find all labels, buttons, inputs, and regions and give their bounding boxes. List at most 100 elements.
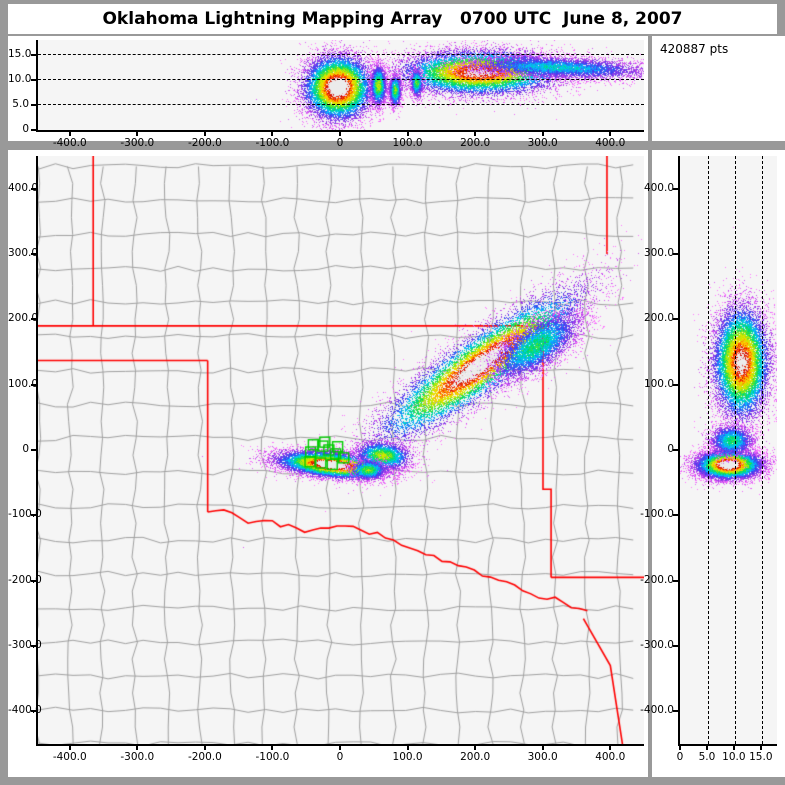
right-ytick-8 bbox=[673, 187, 678, 190]
map-xtick-8 bbox=[609, 745, 612, 750]
map-xtick-3 bbox=[271, 745, 274, 750]
gridline-alt-5 bbox=[707, 156, 709, 744]
map-xtick-7 bbox=[541, 745, 544, 750]
right-ytick-label-1: -300.0 bbox=[640, 639, 674, 651]
map-xtick-label-0: -400.0 bbox=[52, 751, 87, 763]
xtick-label-0: -400.0 bbox=[52, 137, 87, 149]
map-ytick-label-4: 0 bbox=[22, 443, 29, 455]
right-ytick-label-4: 0 bbox=[667, 443, 674, 455]
ytick-2 bbox=[31, 79, 36, 81]
panel-altitude-east-west: 0 5.0 10.0 15.0 -400.0 -300.0 -200.0 -100.0 0 100… bbox=[8, 36, 648, 149]
page-title: Oklahoma Lightning Mapping Array 0700 UT… bbox=[102, 9, 683, 29]
right-ytick-2 bbox=[673, 579, 678, 582]
right-ytick-label-3: -100.0 bbox=[640, 508, 674, 521]
map-ytick-4 bbox=[31, 449, 36, 451]
ytick-label-0: 0 bbox=[22, 123, 29, 135]
ytick-0 bbox=[31, 129, 36, 131]
right-ytick-5 bbox=[673, 383, 678, 386]
map-ytick-label-8: 400.0 bbox=[8, 181, 39, 194]
xtick-4 bbox=[339, 131, 341, 136]
altitude-east-west-plot[interactable] bbox=[36, 40, 644, 132]
map-xtick-label-3: -100.0 bbox=[255, 751, 290, 763]
map-xtick-5 bbox=[406, 745, 409, 750]
right-ytick-label-7: 300.0 bbox=[643, 247, 674, 259]
right-xtick-2 bbox=[732, 745, 735, 750]
map-ytick-label-6: 200.0 bbox=[8, 312, 39, 325]
title-bar: Oklahoma Lightning Mapping Array 0700 UT… bbox=[8, 4, 777, 34]
right-xtick-3 bbox=[759, 745, 762, 750]
gridline-altitude-10 bbox=[38, 79, 644, 80]
right-ytick-label-0: -400.0 bbox=[640, 704, 674, 717]
map-xtick-0 bbox=[68, 745, 71, 750]
map-xtick-label-6: 200.0 bbox=[460, 751, 491, 763]
right-ytick-0 bbox=[673, 710, 678, 713]
right-xtick-0 bbox=[679, 745, 681, 750]
map-ytick-7 bbox=[31, 253, 36, 255]
xtick-2 bbox=[203, 131, 206, 136]
gridline-altitude-5 bbox=[38, 104, 644, 105]
xtick-0 bbox=[68, 131, 71, 136]
right-ytick-7 bbox=[673, 253, 678, 255]
xtick-3 bbox=[271, 131, 274, 136]
gridline-alt-15 bbox=[761, 156, 763, 744]
ytick-3 bbox=[31, 54, 36, 56]
xtick-label-8: 400.0 bbox=[595, 137, 626, 149]
xtick-label-5: 100.0 bbox=[392, 137, 423, 149]
xtick-1 bbox=[136, 131, 139, 136]
map-ytick-6 bbox=[31, 318, 36, 321]
map-ytick-5 bbox=[31, 383, 36, 386]
gridline-altitude-15 bbox=[38, 54, 644, 55]
panel-altitude-north-south: 0 5.0 10.0 15.0 -400.0 -300.0 -200.0 -100.0 0 100… bbox=[640, 150, 785, 777]
points-count-panel: 420887 pts bbox=[652, 36, 785, 141]
xtick-8 bbox=[609, 131, 612, 136]
map-xtick-2 bbox=[203, 745, 206, 750]
map-ytick-1 bbox=[31, 645, 36, 647]
plan-view-map-canvas bbox=[38, 156, 644, 744]
xtick-label-7: 300.0 bbox=[527, 137, 558, 149]
map-ytick-0 bbox=[31, 710, 36, 713]
map-xtick-6 bbox=[474, 745, 477, 750]
map-xtick-label-5: 100.0 bbox=[392, 751, 423, 763]
right-ytick-label-2: -200.0 bbox=[640, 573, 674, 586]
right-ytick-6 bbox=[673, 318, 678, 321]
map-xtick-4 bbox=[339, 745, 341, 750]
map-xtick-label-7: 300.0 bbox=[527, 751, 558, 763]
xtick-label-4: 0 bbox=[336, 137, 344, 149]
right-xtick-label-3: 15.0 bbox=[749, 751, 773, 763]
map-xtick-label-8: 400.0 bbox=[595, 751, 626, 763]
right-xtick-label-0: 0 bbox=[676, 751, 684, 763]
xtick-label-3: -100.0 bbox=[255, 137, 290, 149]
map-ytick-label-5: 100.0 bbox=[8, 377, 39, 390]
xtick-label-6: 200.0 bbox=[460, 137, 491, 149]
ytick-1 bbox=[31, 104, 36, 106]
map-ytick-label-1: -300.0 bbox=[8, 639, 42, 651]
right-xtick-label-2: 10.0 bbox=[722, 751, 746, 763]
xtick-7 bbox=[541, 131, 544, 136]
right-ytick-3 bbox=[673, 514, 678, 517]
right-ytick-label-5: 100.0 bbox=[643, 377, 674, 390]
right-ytick-4 bbox=[673, 449, 678, 451]
xtick-5 bbox=[406, 131, 409, 136]
map-xtick-label-1: -300.0 bbox=[120, 751, 155, 763]
ytick-label-2: 10.0 bbox=[8, 73, 32, 85]
map-xtick-1 bbox=[136, 745, 139, 750]
plan-view-map-plot[interactable] bbox=[36, 156, 644, 746]
panel-plan-view: -400.0 -300.0 -200.0 -100.0 0 100.0 200.0 300.0… bbox=[8, 150, 648, 777]
xtick-label-1: -300.0 bbox=[120, 137, 155, 149]
map-ytick-label-0: -400.0 bbox=[8, 704, 42, 717]
right-ytick-1 bbox=[673, 645, 678, 647]
points-count-label: 420887 pts bbox=[660, 42, 729, 56]
right-xtick-1 bbox=[705, 745, 708, 750]
map-ytick-label-2: -200.0 bbox=[8, 573, 42, 586]
map-ytick-2 bbox=[31, 579, 36, 582]
map-ytick-3 bbox=[31, 514, 36, 517]
gridline-alt-10 bbox=[734, 156, 736, 744]
ytick-label-3: 15.0 bbox=[8, 48, 32, 60]
map-ytick-8 bbox=[31, 187, 36, 190]
map-xtick-label-2: -200.0 bbox=[187, 751, 222, 763]
right-xtick-label-1: 5.0 bbox=[698, 751, 716, 763]
right-ytick-label-8: 400.0 bbox=[643, 181, 674, 194]
altitude-north-south-plot[interactable] bbox=[678, 156, 777, 746]
map-ytick-label-7: 300.0 bbox=[8, 247, 39, 259]
